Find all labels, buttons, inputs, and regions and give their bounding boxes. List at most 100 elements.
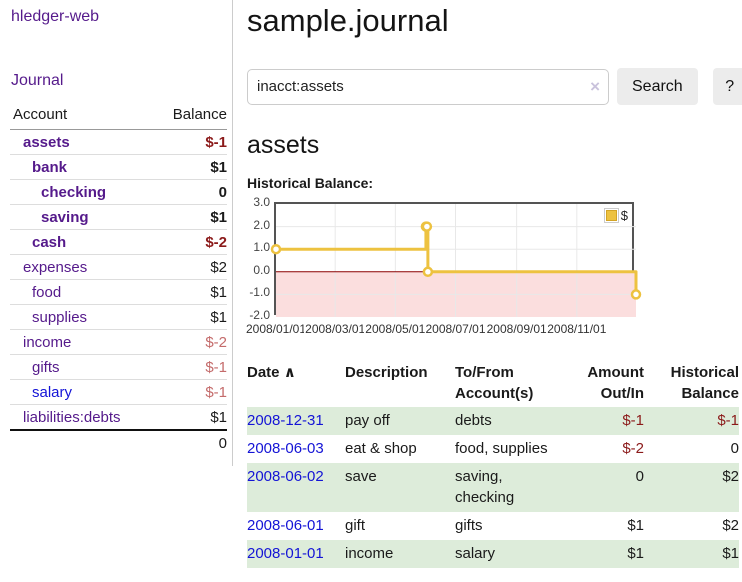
sidebar-nav: Journal bbox=[11, 72, 227, 90]
account-balance: $1 bbox=[155, 204, 227, 230]
register-amount-cell: $1 bbox=[627, 545, 644, 562]
register-date-cell: 2008-06-03 bbox=[247, 435, 345, 463]
account-balance: $1 bbox=[155, 404, 227, 430]
y-tick-label: 3.0 bbox=[253, 195, 270, 209]
sidebar-item-journal[interactable]: Journal bbox=[11, 72, 64, 89]
register-header-accounts: To/From Account(s) bbox=[455, 364, 534, 402]
clear-search-icon[interactable]: × bbox=[590, 76, 600, 96]
register-balance-cell: $1 bbox=[722, 545, 739, 562]
sidebar: hledger-web Journal Account Balance asse… bbox=[0, 0, 233, 466]
transaction-date-link[interactable]: 2008-12-31 bbox=[247, 412, 324, 429]
account-link[interactable]: supplies bbox=[32, 309, 88, 326]
account-balance: $-1 bbox=[205, 134, 227, 151]
account-link[interactable]: cash bbox=[32, 234, 67, 251]
account-link[interactable]: bank bbox=[32, 159, 68, 176]
account-row: supplies $1 bbox=[10, 304, 227, 330]
account-link[interactable]: assets bbox=[23, 134, 70, 151]
account-title: assets bbox=[247, 131, 320, 159]
main-content: sample.journal × Search ? assets Histori… bbox=[233, 0, 742, 568]
x-tick-label: 2008/11/01 bbox=[546, 322, 608, 337]
account-link[interactable]: income bbox=[23, 334, 72, 351]
account-row: cash $-2 bbox=[10, 229, 227, 255]
account-row: liabilities:debts $1 bbox=[10, 404, 227, 430]
account-link[interactable]: salary bbox=[32, 384, 73, 401]
date-header-label: Date bbox=[247, 364, 280, 381]
page-title: sample.journal bbox=[247, 3, 449, 38]
account-link[interactable]: expenses bbox=[23, 259, 88, 276]
account-balance: $2 bbox=[155, 254, 227, 280]
search-input-wrap: × bbox=[247, 68, 609, 105]
register-row: 2008-01-01 income salary $1 $1 bbox=[247, 540, 739, 568]
transaction-date-link[interactable]: 2008-01-01 bbox=[247, 545, 324, 562]
register-accounts-cell: debts bbox=[455, 412, 492, 429]
account-link[interactable]: gifts bbox=[32, 359, 60, 376]
register-header-amount: Amount Out/In bbox=[587, 364, 644, 402]
register-balance-cell: 0 bbox=[730, 440, 739, 457]
register-header-balance: Historical Balance bbox=[670, 364, 739, 402]
account-balance: $-1 bbox=[155, 354, 227, 380]
app: hledger-web Journal Account Balance asse… bbox=[0, 0, 742, 568]
account-balance: $1 bbox=[155, 154, 227, 180]
account-total-balance: 0 bbox=[155, 429, 227, 456]
register-description-cell: pay off bbox=[345, 412, 390, 429]
account-row: assets $-1 bbox=[10, 130, 227, 155]
help-button[interactable]: ? bbox=[712, 68, 742, 105]
account-link[interactable]: liabilities:debts bbox=[23, 409, 121, 426]
chart-title: Historical Balance: bbox=[247, 175, 374, 191]
account-row: saving $1 bbox=[10, 204, 227, 230]
account-balance: 0 bbox=[155, 179, 227, 205]
search-form: × Search ? bbox=[247, 68, 742, 105]
chart-plot-area: $ bbox=[270, 202, 642, 317]
account-column-header: Account bbox=[10, 103, 156, 130]
x-tick-label: 2008/05/01 bbox=[364, 322, 427, 337]
x-tick-label: 2008/01/01 bbox=[244, 322, 308, 337]
account-balance: $-1 bbox=[155, 379, 227, 405]
transaction-date-link[interactable]: 2008-06-01 bbox=[247, 517, 324, 534]
y-tick-label: 0.0 bbox=[253, 262, 270, 277]
register-balance-cell: $2 bbox=[722, 517, 739, 534]
register-accounts-cell: food, supplies bbox=[455, 440, 548, 457]
account-row: food $1 bbox=[10, 279, 227, 305]
register-table: Date ∧ Description To/From Account(s) Am… bbox=[247, 359, 739, 568]
y-tick-label: 1.0 bbox=[253, 240, 270, 255]
account-total-row: 0 bbox=[10, 429, 227, 456]
balance-column-header: Balance bbox=[155, 103, 227, 130]
search-button[interactable]: Search bbox=[617, 68, 698, 105]
account-balance-table: Account Balance assets $-1 bank $1 checking 0… bbox=[10, 103, 227, 456]
register-balance-cell: $2 bbox=[722, 468, 739, 485]
brand: hledger-web bbox=[11, 8, 227, 26]
register-amount-cell: $-2 bbox=[622, 440, 644, 457]
register-header-date[interactable]: Date ∧ bbox=[247, 359, 345, 407]
y-tick-label: 2.0 bbox=[253, 217, 270, 232]
legend-swatch-icon bbox=[603, 208, 619, 223]
account-row: checking 0 bbox=[10, 179, 227, 205]
account-row: gifts $-1 bbox=[10, 354, 227, 380]
transaction-date-link[interactable]: 2008-06-02 bbox=[247, 468, 324, 485]
account-balance: $1 bbox=[155, 304, 227, 330]
account-row: bank $1 bbox=[10, 154, 227, 180]
account-row: expenses $2 bbox=[10, 254, 227, 280]
account-row: income $-2 bbox=[10, 329, 227, 355]
chart-canvas bbox=[270, 204, 642, 317]
legend-label: $ bbox=[620, 208, 628, 223]
account-link[interactable]: saving bbox=[41, 209, 89, 226]
register-rows: 2008-12-31 pay off debts $-1 $-1 2008-06-03 ea… bbox=[247, 407, 739, 568]
register-balance-cell: $-1 bbox=[717, 412, 739, 429]
y-tick-label: -1.0 bbox=[249, 285, 270, 300]
account-table-header-row: Account Balance bbox=[10, 103, 227, 130]
register-row: 2008-06-01 gift gifts $1 $2 bbox=[247, 512, 739, 540]
search-input[interactable] bbox=[247, 68, 609, 105]
brand-link[interactable]: hledger-web bbox=[11, 8, 100, 25]
x-tick-label: 2008/07/01 bbox=[424, 322, 487, 337]
account-link[interactable]: food bbox=[32, 284, 62, 301]
register-date-cell: 2008-12-31 bbox=[247, 407, 345, 435]
y-tick-label: -2.0 bbox=[249, 308, 270, 322]
account-link[interactable]: checking bbox=[41, 184, 107, 201]
register-description-cell: gift bbox=[345, 517, 366, 534]
transaction-date-link[interactable]: 2008-06-03 bbox=[247, 440, 324, 457]
sort-ascending-icon: ∧ bbox=[283, 364, 296, 381]
register-amount-cell: $1 bbox=[627, 517, 644, 534]
register-header-row: Date ∧ Description To/From Account(s) Am… bbox=[247, 359, 739, 407]
register-amount-cell: 0 bbox=[635, 468, 644, 485]
account-total-spacer bbox=[10, 429, 156, 456]
